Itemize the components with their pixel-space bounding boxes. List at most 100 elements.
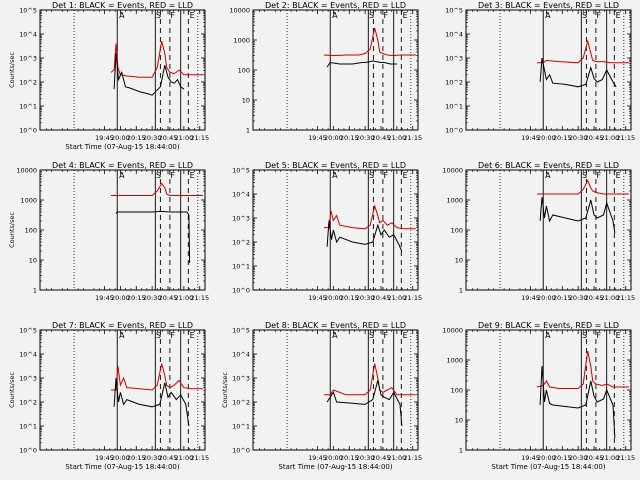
x-tick-label: 19:45 [521, 134, 540, 142]
y-tick-label: 10^3 [19, 375, 37, 383]
y-axis-label: Counts/sec [221, 372, 229, 408]
marker-label-a: A [545, 331, 551, 340]
marker-label-f: F [597, 171, 602, 180]
x-tick-label: 19:45 [95, 454, 114, 462]
y-tick-label: 10000 [442, 327, 463, 335]
x-tick-label: 21:00 [175, 294, 194, 302]
x-tick-label: 20:15 [127, 454, 146, 462]
x-axis-label: Start Time (07-Aug-15 18:44:00) [491, 463, 605, 471]
series-group [323, 204, 416, 252]
x-tick-label: 21:15 [190, 294, 209, 302]
marker-label-s: S [369, 171, 374, 180]
marker-label-s: S [156, 171, 161, 180]
x-tick-label: 21:00 [601, 294, 620, 302]
series-line-red [110, 182, 203, 196]
marker-label-f: F [384, 331, 389, 340]
series-group [536, 179, 629, 234]
x-tick-label: 20:00 [537, 294, 556, 302]
series-group [323, 27, 416, 68]
marker-label-f: F [171, 171, 176, 180]
x-tick-label: 19:45 [308, 134, 327, 142]
x-tick-label: 21:00 [175, 454, 194, 462]
x-axis-label: Start Time (07-Aug-15 18:44:00) [278, 463, 392, 471]
x-tick-label: 20:15 [553, 134, 572, 142]
vertical-markers [286, 10, 412, 130]
x-tick-label: 21:15 [616, 294, 635, 302]
y-tick-label: 1000 [446, 197, 463, 205]
x-axis-label: Start Time (07-Aug-15 18:44:00) [65, 463, 179, 471]
y-tick-label: 10^4 [19, 31, 37, 39]
y-tick-label: 1000 [446, 357, 463, 365]
series-group [110, 363, 203, 427]
y-axis-label: Counts/sec [8, 52, 16, 88]
panel-title: Det 6: BLACK = Events, RED = LLD [478, 161, 619, 170]
series-line-black [539, 196, 616, 234]
x-tick-label: 21:00 [388, 454, 407, 462]
y-tick-label: 10 [29, 257, 37, 265]
x-tick-label: 21:00 [388, 294, 407, 302]
marker-label-f: F [384, 11, 389, 20]
x-tick-label: 20:45 [372, 454, 391, 462]
plot-frame [39, 9, 206, 131]
x-tick-label: 20:00 [111, 454, 130, 462]
marker-label-e: E [616, 331, 621, 340]
panel-title: Det 4: BLACK = Events, RED = LLD [52, 161, 193, 170]
x-tick-label: 20:15 [340, 134, 359, 142]
y-tick-label: 1 [246, 127, 250, 135]
y-tick-label: 100 [451, 227, 463, 235]
marker-label-s: S [156, 331, 161, 340]
y-tick-label: 10^4 [232, 191, 250, 199]
y-tick-label: 10^4 [445, 31, 463, 39]
panel-title: Det 2: BLACK = Events, RED = LLD [265, 1, 406, 10]
series-group [323, 363, 416, 427]
x-tick-label: 20:00 [111, 294, 130, 302]
marker-label-s: S [582, 171, 587, 180]
series-line-red [536, 179, 629, 195]
x-tick-label: 20:00 [111, 134, 130, 142]
x-tick-label: 20:30 [356, 454, 375, 462]
panel-title: Det 1: BLACK = Events, RED = LLD [52, 1, 193, 10]
x-axis-label: Start Time (07-Aug-15 18:44:00) [65, 143, 179, 151]
x-tick-label: 20:15 [127, 294, 146, 302]
marker-label-s: S [156, 11, 161, 20]
series-line-red [110, 363, 203, 391]
series-line-red [323, 204, 416, 230]
panel-title: Det 3: BLACK = Events, RED = LLD [478, 1, 619, 10]
vertical-markers [499, 170, 625, 290]
series-group [110, 182, 203, 264]
series-line-black [326, 380, 403, 427]
x-tick-label: 21:15 [403, 454, 422, 462]
y-tick-label: 10000 [442, 167, 463, 175]
series-line-black [113, 377, 190, 427]
vertical-markers [73, 170, 199, 290]
y-tick-label: 10000 [16, 167, 37, 175]
series-line-red [110, 41, 203, 78]
y-tick-label: 10^5 [232, 327, 250, 335]
x-tick-label: 20:45 [159, 454, 178, 462]
marker-label-a: A [119, 11, 125, 20]
x-tick-label: 21:15 [616, 454, 635, 462]
y-tick-label: 100 [451, 387, 463, 395]
vertical-markers [73, 330, 199, 450]
x-tick-label: 19:45 [95, 134, 114, 142]
marker-label-f: F [171, 331, 176, 340]
vertical-markers [499, 330, 625, 450]
x-tick-label: 20:00 [537, 454, 556, 462]
series-line-black [113, 53, 185, 96]
series-line-black [115, 210, 191, 264]
y-tick-label: 10^2 [19, 399, 37, 407]
panel-title: Det 8: BLACK = Events, RED = LLD [265, 321, 406, 330]
vertical-markers [286, 330, 412, 450]
x-tick-label: 20:45 [585, 134, 604, 142]
y-axis-label: Counts/sec [8, 212, 16, 248]
series-line-black [326, 60, 397, 68]
x-tick-label: 20:30 [569, 134, 588, 142]
x-tick-label: 21:00 [175, 134, 194, 142]
